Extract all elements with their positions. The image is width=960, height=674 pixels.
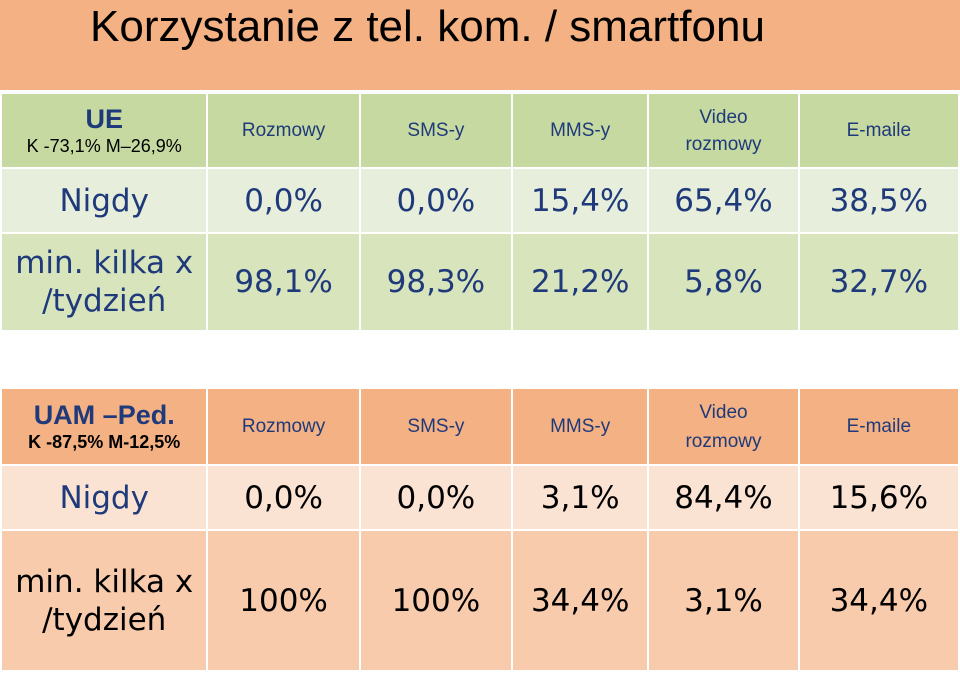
ue-table: UE K -73,1% M–26,9% Rozmowy SMS-y MMS-y … (0, 92, 960, 332)
ue-col-email: E-maile (797, 92, 960, 169)
uam-row-weekly: min. kilka x /tydzień 100% 100% 34,4% 3,… (0, 529, 960, 672)
uam-row-label-weekly-line1: min. kilka x (15, 563, 194, 600)
ue-value-cell: 0,0% (358, 167, 514, 234)
uam-col-mms: MMS-y (511, 387, 650, 466)
uam-group-stats: K -87,5% M-12,5% (28, 431, 181, 452)
ue-value-cell: 65,4% (647, 167, 800, 234)
uam-value-cell: 3,1% (647, 529, 800, 672)
uam-value-cell: 15,6% (797, 464, 960, 531)
ue-value-cell: 38,5% (797, 167, 960, 234)
uam-value-cell: 0,0% (358, 464, 514, 531)
uam-col-video-line2: rozmowy (685, 430, 762, 452)
ue-row-label-weekly-line2: /tydzień (42, 283, 167, 319)
ue-row-weekly: min. kilka x /tydzień 98,1% 98,3% 21,2% … (0, 232, 960, 332)
uam-col-sms: SMS-y (358, 387, 514, 466)
ue-value-cell: 32,7% (797, 232, 960, 332)
ue-group-name: UE (85, 103, 123, 134)
uam-group-name: UAM –Ped. (33, 399, 175, 430)
ue-value-cell: 98,3% (358, 232, 514, 332)
uam-col-email: E-maile (797, 387, 960, 466)
ue-col-mms: MMS-y (511, 92, 650, 169)
uam-col-rozmowy: Rozmowy (206, 387, 361, 466)
uam-value-cell: 34,4% (797, 529, 960, 672)
uam-value-cell: 34,4% (511, 529, 650, 672)
ue-row-nigdy: Nigdy 0,0% 0,0% 15,4% 65,4% 38,5% (0, 167, 960, 234)
ue-value-cell: 5,8% (647, 232, 800, 332)
ue-group-stats: K -73,1% M–26,9% (26, 135, 182, 156)
uam-header-row: UAM –Ped. K -87,5% M-12,5% Rozmowy SMS-y… (0, 387, 960, 466)
ue-row-label-weekly: min. kilka x /tydzień (0, 232, 209, 332)
page-title: Korzystanie z tel. kom. / smartfonu (90, 2, 765, 51)
ue-col-rozmowy: Rozmowy (206, 92, 361, 169)
uam-row-label-weekly: min. kilka x /tydzień (0, 529, 209, 672)
ue-row-label-weekly-line1: min. kilka x (15, 245, 194, 281)
ue-value-cell: 15,4% (511, 167, 650, 234)
uam-group-cell: UAM –Ped. K -87,5% M-12,5% (0, 387, 209, 466)
uam-col-video: Video rozmowy (647, 387, 800, 466)
uam-table: UAM –Ped. K -87,5% M-12,5% Rozmowy SMS-y… (0, 387, 960, 672)
ue-value-cell: 98,1% (206, 232, 361, 332)
ue-col-video-line1: Video (699, 106, 748, 128)
ue-col-video: Video rozmowy (647, 92, 800, 169)
uam-row-label-weekly-line2: /tydzień (42, 601, 167, 638)
ue-col-video-line2: rozmowy (685, 133, 762, 155)
uam-row-label-nigdy: Nigdy (0, 464, 209, 531)
ue-col-sms: SMS-y (358, 92, 514, 169)
ue-header-row: UE K -73,1% M–26,9% Rozmowy SMS-y MMS-y … (0, 92, 960, 169)
ue-value-cell: 21,2% (511, 232, 650, 332)
uam-value-cell: 3,1% (511, 464, 650, 531)
uam-value-cell: 84,4% (647, 464, 800, 531)
title-band: Korzystanie z tel. kom. / smartfonu (0, 0, 960, 90)
ue-value-cell: 0,0% (206, 167, 361, 234)
ue-group-cell: UE K -73,1% M–26,9% (0, 92, 209, 169)
uam-row-nigdy: Nigdy 0,0% 0,0% 3,1% 84,4% 15,6% (0, 464, 960, 531)
uam-value-cell: 0,0% (206, 464, 361, 531)
uam-value-cell: 100% (358, 529, 514, 672)
ue-row-label-nigdy: Nigdy (0, 167, 209, 234)
uam-value-cell: 100% (206, 529, 361, 672)
uam-col-video-line1: Video (699, 401, 748, 423)
